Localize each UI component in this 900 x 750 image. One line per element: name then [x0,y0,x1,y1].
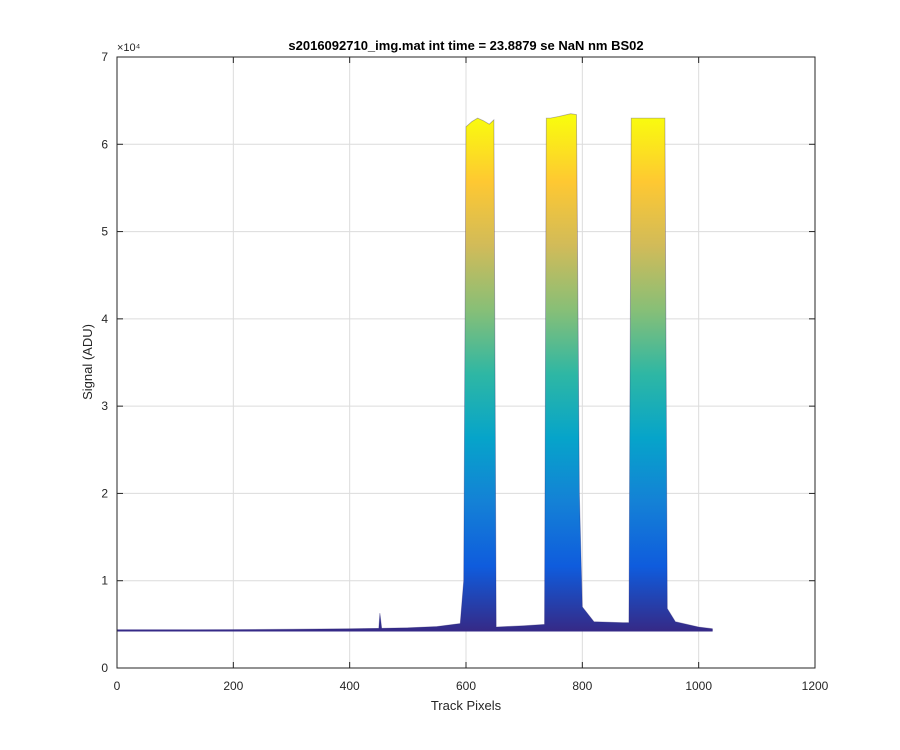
y-tick-label: 3 [101,399,108,413]
signal-line-series-0 [116,113,713,631]
x-tick-label: 1000 [685,679,712,693]
x-tick-label: 800 [572,679,592,693]
signal-area-series-0 [117,113,713,631]
y-tick-label: 4 [101,312,108,326]
y-axis-exponent: ×10⁴ [117,42,141,54]
x-tick-label: 400 [340,679,360,693]
axis-ticks: 0 200 400 600 800 1000 1200 0 1 2 3 4 5 6 7 [101,50,828,693]
data-layer [116,113,713,632]
chart-title: s2016092710_img.mat int time = 23.8879 s… [288,38,643,53]
y-tick-label: 0 [101,661,108,675]
y-tick-label: 6 [101,137,108,151]
x-tick-label: 200 [223,679,243,693]
y-tick-label: 5 [101,225,108,239]
x-tick-label: 600 [456,679,476,693]
x-tick-label: 0 [114,679,121,693]
y-tick-label: 7 [101,50,108,64]
y-tick-label: 1 [101,574,108,588]
x-axis-label: Track Pixels [431,698,502,713]
y-axis-label: Signal (ADU) [80,324,95,400]
y-tick-label: 2 [101,486,108,500]
x-tick-label: 1200 [802,679,829,693]
